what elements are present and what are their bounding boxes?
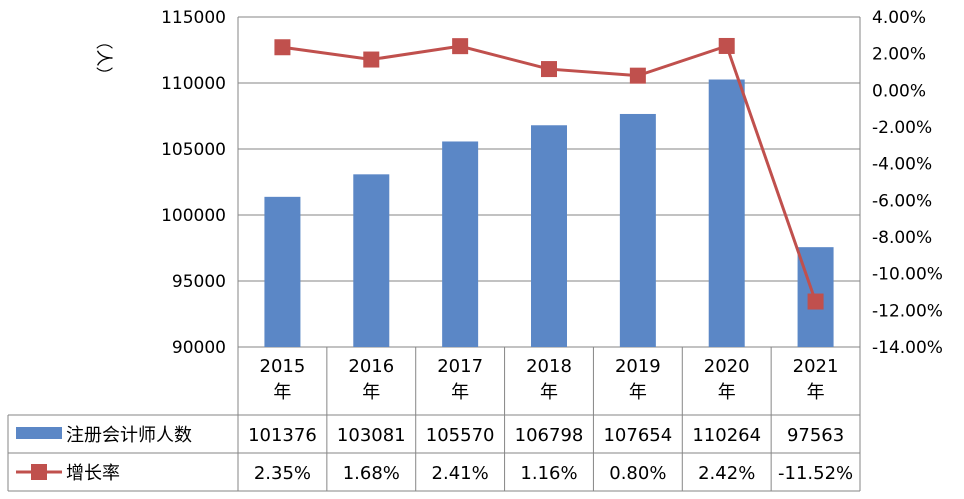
table-value: 110264 xyxy=(692,425,761,446)
table-value: 97563 xyxy=(787,425,844,446)
right-axis-tick-label: 4.00% xyxy=(872,8,926,28)
table-value: 1.68% xyxy=(343,463,400,484)
bar xyxy=(264,196,301,347)
left-axis-tick-label: 110000 xyxy=(161,74,226,94)
table-value: 0.80% xyxy=(609,463,666,484)
legend-label: 增长率 xyxy=(66,463,120,484)
category-label: 2019 年 xyxy=(615,356,661,403)
table-value: 105570 xyxy=(426,425,495,446)
bar xyxy=(708,79,745,347)
line-point xyxy=(452,38,469,55)
left-axis-tick-label: 95000 xyxy=(172,272,226,292)
line-point xyxy=(629,67,646,84)
table-value: 107654 xyxy=(603,425,672,446)
table-value: -11.52% xyxy=(778,463,853,484)
table-value: 103081 xyxy=(337,425,406,446)
category-label: 2020 年 xyxy=(704,356,750,403)
table-value: 2.35% xyxy=(254,463,311,484)
line-point xyxy=(807,293,824,310)
right-axis-tick-label: -6.00% xyxy=(872,191,932,211)
legend-bar-swatch xyxy=(16,427,62,439)
category-label: 2015 年 xyxy=(260,356,306,403)
right-axis-tick-label: -10.00% xyxy=(872,265,943,285)
legend-label: 注册会计师人数 xyxy=(66,425,192,446)
bar xyxy=(531,125,567,347)
table-value: 2.42% xyxy=(698,463,755,484)
right-axis-tick-label: -14.00% xyxy=(872,338,943,358)
bar xyxy=(353,174,390,347)
category-label: 2018 年 xyxy=(526,356,572,403)
table-value: 1.16% xyxy=(520,463,577,484)
line-point xyxy=(718,37,735,54)
category-label: 2017 年 xyxy=(437,356,483,403)
table-value: 2.41% xyxy=(432,463,489,484)
right-axis-tick-label: -2.00% xyxy=(872,118,932,138)
axes: 115000 110000 105000 100000 95000 90000 4.00% 2… xyxy=(93,8,943,358)
line-point xyxy=(274,39,291,56)
bar xyxy=(442,141,479,347)
line-series xyxy=(274,37,824,310)
bar xyxy=(619,113,656,348)
category-label: 2016 年 xyxy=(348,356,394,403)
right-axis-tick-label: 2.00% xyxy=(872,45,926,65)
category-label: 2021 年 xyxy=(793,356,839,403)
line-point xyxy=(363,51,380,68)
data-table: 2015 年 2016 年 2017 年 2018 年 2019 年 2020 年 2021 年注册会计师… xyxy=(7,347,861,492)
left-axis-tick-label: 115000 xyxy=(161,8,226,28)
right-axis-tick-label: -4.00% xyxy=(872,155,932,175)
right-axis-tick-label: 0.00% xyxy=(872,81,926,101)
legend-line-marker xyxy=(31,464,47,480)
table-value: 101376 xyxy=(248,425,317,446)
right-axis-tick-label: -8.00% xyxy=(872,228,932,248)
table-value: 106798 xyxy=(515,425,584,446)
bar-series xyxy=(264,79,834,348)
left-axis-tick-label: 90000 xyxy=(172,338,226,358)
left-axis-unit-label: （人） xyxy=(93,33,113,84)
line-point xyxy=(541,61,557,78)
left-axis-tick-label: 100000 xyxy=(161,206,226,226)
left-axis-tick-label: 105000 xyxy=(161,140,226,160)
right-axis-tick-label: -12.00% xyxy=(872,301,943,321)
